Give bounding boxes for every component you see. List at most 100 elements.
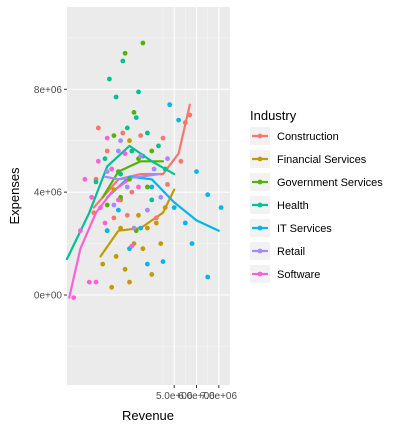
data-point — [158, 194, 164, 200]
data-point — [194, 169, 199, 175]
data-point — [120, 130, 126, 136]
legend-key-point — [257, 133, 263, 139]
data-point — [140, 246, 146, 252]
data-point — [93, 179, 99, 185]
data-point — [89, 194, 94, 200]
data-point — [118, 138, 123, 144]
legend-label: Financial Services — [277, 154, 367, 166]
data-point — [162, 166, 168, 172]
data-point — [182, 120, 188, 126]
data-point — [104, 135, 110, 141]
data-point — [78, 228, 83, 234]
data-point — [136, 89, 141, 95]
x-axis-title: Revenue — [122, 408, 174, 423]
data-point — [176, 117, 182, 123]
y-tick-label: 4e+06 — [34, 188, 63, 199]
data-point — [118, 171, 123, 177]
y-axis-title: Expenses — [7, 167, 22, 225]
data-point — [138, 153, 144, 159]
data-point — [107, 76, 112, 82]
data-point — [113, 94, 119, 100]
data-point — [109, 166, 115, 172]
data-point — [124, 212, 130, 218]
data-point — [165, 156, 170, 162]
legend-label: Government Services — [277, 177, 383, 189]
legend-key-point — [257, 202, 263, 208]
legend-label: Software — [277, 269, 320, 281]
data-point — [171, 205, 177, 211]
legend-key-point — [257, 271, 263, 277]
data-point — [118, 225, 123, 231]
data-point — [127, 176, 132, 182]
data-point — [120, 58, 126, 64]
data-point — [122, 50, 128, 56]
data-point — [95, 125, 101, 131]
data-point — [131, 110, 137, 115]
data-point — [102, 220, 108, 226]
data-point — [140, 40, 146, 46]
data-point — [100, 261, 106, 267]
data-point — [153, 220, 159, 226]
data-point — [116, 197, 121, 203]
y-axis-ticks: 0e+00 4e+06 8e+06 — [34, 85, 67, 302]
data-point — [178, 158, 184, 164]
data-point — [145, 184, 150, 190]
data-point — [82, 176, 88, 182]
data-point — [124, 125, 130, 131]
data-point — [136, 184, 141, 190]
data-point — [95, 158, 101, 164]
data-point — [127, 279, 132, 285]
data-point — [156, 143, 161, 149]
data-point — [113, 254, 119, 259]
legend-key-point — [257, 156, 263, 162]
data-point — [189, 241, 195, 247]
y-tick-label: 0e+00 — [34, 291, 63, 302]
data-point — [131, 225, 137, 231]
x-tick-label: 6.0e+06 — [178, 391, 215, 402]
data-point — [116, 207, 121, 213]
data-point — [153, 215, 159, 221]
data-point — [127, 138, 132, 144]
data-point — [122, 266, 128, 272]
data-point — [129, 243, 135, 249]
data-point — [91, 210, 97, 216]
plot-panel — [67, 7, 230, 385]
data-point — [93, 279, 99, 285]
data-point — [187, 112, 193, 118]
data-point — [145, 261, 150, 267]
legend-label: Retail — [277, 246, 305, 258]
data-point — [145, 207, 150, 213]
data-point — [111, 202, 117, 208]
data-point — [165, 182, 170, 187]
legend-key-point — [257, 248, 263, 254]
data-point — [111, 215, 117, 221]
data-point — [122, 151, 128, 157]
data-point — [116, 148, 121, 154]
data-point — [149, 148, 155, 154]
data-point — [149, 184, 155, 190]
data-point — [167, 102, 173, 108]
data-point — [145, 225, 150, 231]
data-point — [182, 220, 188, 226]
data-point — [102, 156, 108, 162]
data-point — [104, 228, 110, 234]
data-point — [136, 212, 141, 218]
data-point — [162, 205, 168, 211]
legend-label: Health — [277, 200, 309, 212]
data-point — [151, 166, 157, 172]
trend-line — [65, 144, 176, 261]
data-point — [138, 225, 144, 231]
data-point — [218, 205, 224, 211]
legend-title: Industry — [250, 108, 297, 123]
data-point — [145, 130, 150, 136]
x-axis-ticks: 5.0e+066.0e+067.0e+06 — [156, 385, 238, 402]
data-point — [205, 274, 211, 280]
y-tick-label: 8e+06 — [34, 85, 63, 96]
data-point — [98, 205, 103, 211]
data-point — [111, 187, 117, 193]
data-point — [109, 284, 115, 290]
grid-major — [67, 7, 230, 385]
legend: Industry Construction Financial Services G… — [250, 108, 383, 283]
x-tick-label: 7.0e+06 — [201, 391, 238, 402]
